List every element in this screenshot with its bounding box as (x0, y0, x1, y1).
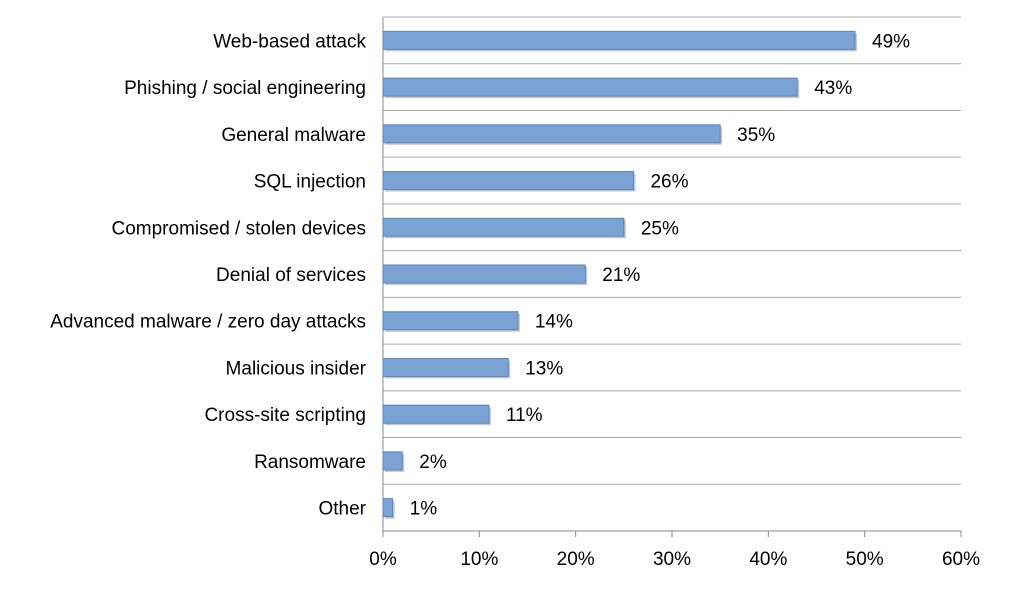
category-label: Malicious insider (226, 358, 367, 379)
category-label: General malware (221, 125, 366, 146)
data-label: 25% (641, 218, 679, 239)
x-tick-label: 20% (557, 549, 595, 570)
category-label: Compromised / stolen devices (112, 218, 367, 239)
category-label: Web-based attack (213, 31, 366, 52)
data-label: 11% (506, 405, 543, 426)
x-tick-label: 50% (846, 549, 884, 570)
bar-11 (382, 498, 394, 518)
bar-10 (382, 451, 403, 471)
bar-3 (382, 124, 721, 144)
x-tick-label: 40% (749, 549, 787, 570)
data-label: 26% (650, 172, 688, 193)
bar-8 (382, 357, 509, 377)
data-label: 14% (535, 312, 573, 333)
bar-5 (382, 217, 625, 237)
x-tick-label: 0% (369, 549, 397, 570)
category-label: Other (318, 499, 366, 520)
bar-2 (382, 77, 798, 97)
data-label: 21% (602, 265, 640, 286)
category-label: Phishing / social engineering (124, 78, 366, 99)
x-tick-label: 30% (653, 549, 691, 570)
data-label: 1% (410, 499, 438, 520)
data-label: 49% (872, 31, 910, 52)
bar-9 (382, 404, 490, 424)
bar-7 (382, 311, 519, 331)
bar-4 (382, 171, 634, 191)
x-tick-label: 60% (942, 549, 980, 570)
category-label: Ransomware (254, 452, 366, 473)
category-label: Advanced malware / zero day attacks (50, 312, 366, 333)
data-label: 13% (525, 358, 563, 379)
category-label: Cross-site scripting (204, 405, 366, 426)
data-label: 2% (419, 452, 447, 473)
bar-6 (382, 264, 586, 284)
data-label: 43% (814, 78, 852, 99)
category-label: Denial of services (216, 265, 366, 286)
x-tick-label: 10% (460, 549, 498, 570)
data-label: 35% (737, 125, 775, 146)
category-label: SQL injection (254, 172, 366, 193)
bar-1 (382, 30, 856, 50)
